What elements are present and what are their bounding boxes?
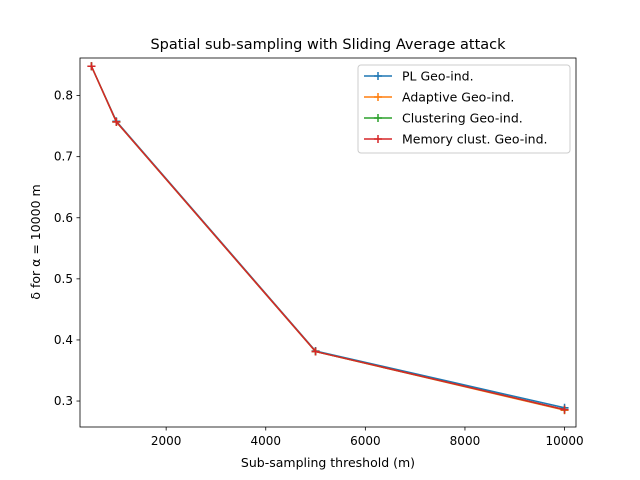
legend: PL Geo-ind. Adaptive Geo-ind. Clustering G… bbox=[357, 64, 571, 154]
chart-title: Spatial sub-sampling with Sliding Averag… bbox=[150, 37, 506, 53]
legend-item: PL Geo-ind. bbox=[364, 69, 474, 84]
x-tick-label: 2000 bbox=[151, 434, 182, 448]
axes-frame bbox=[79, 57, 577, 428]
data-point bbox=[311, 347, 320, 356]
x-axis-label: Sub-sampling threshold (m) bbox=[241, 455, 415, 470]
x-tick-label: 6000 bbox=[350, 434, 381, 448]
legend-label: Memory clust. Geo-ind. bbox=[402, 132, 548, 147]
plot-area: 2000 4000 6000 8000 10000 0.3 0.4 0.5 0.6 0.7 0.8 bbox=[54, 57, 584, 448]
x-tick-label: 10000 bbox=[545, 434, 583, 448]
legend-label: Adaptive Geo-ind. bbox=[402, 90, 514, 105]
y-tick-label: 0.8 bbox=[54, 89, 73, 103]
legend-label: PL Geo-ind. bbox=[402, 69, 474, 84]
y-tick-label: 0.6 bbox=[54, 211, 73, 225]
x-tick-label: 8000 bbox=[450, 434, 481, 448]
series-line bbox=[90, 65, 565, 411]
y-tick-label: 0.7 bbox=[54, 150, 73, 164]
legend-label: Clustering Geo-ind. bbox=[402, 111, 523, 126]
legend-marker bbox=[374, 135, 382, 143]
data-point bbox=[87, 62, 96, 71]
legend-marker bbox=[374, 114, 382, 122]
legend-marker bbox=[374, 72, 382, 80]
series-3 bbox=[87, 62, 569, 414]
y-tick-label: 0.3 bbox=[54, 394, 73, 408]
data-point bbox=[112, 117, 121, 126]
legend-item: Clustering Geo-ind. bbox=[364, 111, 523, 126]
legend-item: Memory clust. Geo-ind. bbox=[364, 132, 548, 147]
legend-item: Adaptive Geo-ind. bbox=[364, 90, 514, 105]
legend-marker bbox=[374, 93, 382, 101]
x-tick-label: 4000 bbox=[250, 434, 281, 448]
y-axis-label: δ for α = 10000 m bbox=[28, 184, 43, 299]
data-point bbox=[560, 405, 569, 414]
legend-box bbox=[357, 64, 571, 154]
y-tick-label: 0.5 bbox=[54, 272, 73, 286]
y-tick-label: 0.4 bbox=[54, 333, 73, 347]
